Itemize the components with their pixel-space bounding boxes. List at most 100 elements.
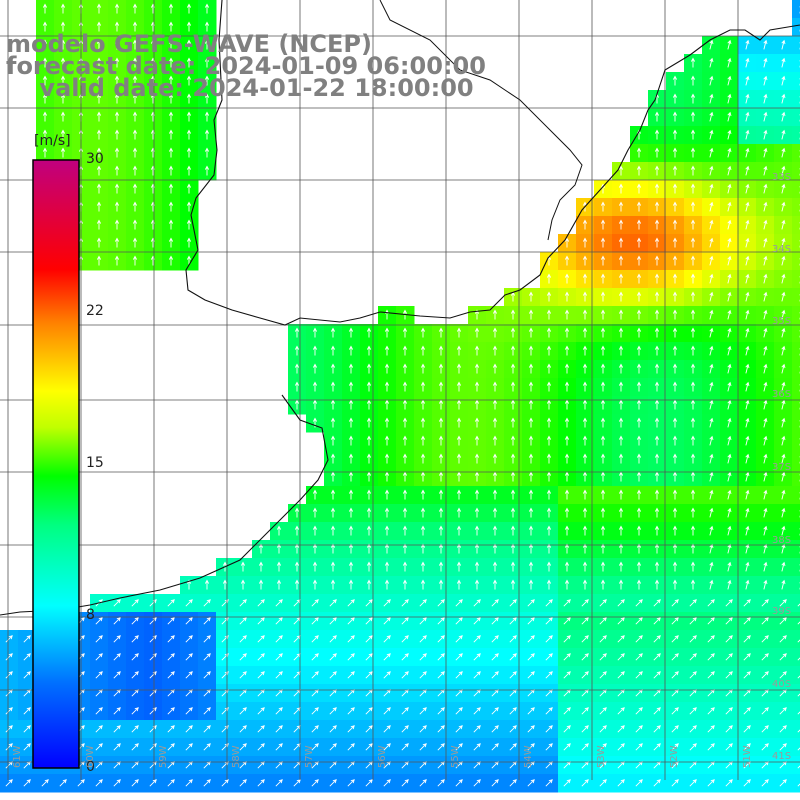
- wind-arrow-head: [420, 327, 426, 332]
- longitude-label: 55W: [450, 745, 461, 768]
- wind-arrow: [239, 599, 247, 607]
- wind-arrow-head: [242, 743, 247, 748]
- wind-arrow-head: [114, 219, 120, 224]
- wind-arrow-head: [566, 707, 571, 712]
- wind-arrow: [725, 671, 733, 679]
- wind-arrow-head: [476, 617, 481, 622]
- wind-arrow-head: [546, 579, 552, 584]
- wind-arrow: [763, 490, 767, 500]
- wind-arrow-head: [584, 671, 589, 676]
- wind-arrow-head: [654, 561, 660, 566]
- wind-arrow: [149, 617, 157, 625]
- wind-arrow-head: [690, 165, 696, 170]
- wind-arrow-head: [690, 129, 696, 134]
- wind-arrow-head: [366, 399, 372, 404]
- wind-arrow-head: [745, 219, 750, 225]
- wind-arrow: [727, 346, 731, 356]
- wind-arrow-head: [692, 743, 697, 748]
- wind-arrow-head: [456, 435, 462, 440]
- wind-arrow: [545, 653, 553, 661]
- wind-arrow: [203, 779, 211, 787]
- wind-arrow-head: [727, 579, 732, 585]
- wind-arrow: [599, 689, 607, 697]
- wind-arrow: [725, 617, 733, 625]
- wind-arrow-head: [134, 599, 139, 604]
- wind-arrow-head: [727, 525, 732, 531]
- wind-arrow-head: [709, 363, 714, 369]
- wind-arrow-head: [656, 779, 661, 784]
- longitude-label: 54W: [523, 745, 534, 768]
- wind-arrow-head: [98, 779, 103, 784]
- wind-arrow: [257, 599, 265, 607]
- wind-arrow: [743, 707, 751, 715]
- wind-arrow-head: [656, 671, 661, 676]
- wind-arrow: [761, 743, 769, 751]
- wind-arrow: [257, 653, 265, 661]
- wind-arrow: [365, 779, 373, 787]
- wind-arrow-head: [654, 219, 660, 224]
- wind-arrow: [781, 202, 785, 212]
- wind-arrow-head: [474, 543, 480, 548]
- wind-arrow-head: [654, 399, 660, 404]
- wind-arrow: [491, 653, 499, 661]
- wind-arrow-head: [26, 725, 31, 730]
- wind-arrow-head: [314, 779, 319, 784]
- wind-arrow-head: [368, 617, 373, 622]
- wind-arrow-head: [672, 147, 678, 152]
- wind-arrow-head: [582, 381, 588, 386]
- wind-arrow-head: [745, 471, 750, 477]
- wind-arrow-head: [564, 237, 570, 242]
- wind-arrow-head: [763, 345, 768, 351]
- wind-arrow-head: [60, 75, 66, 80]
- wind-arrow: [743, 617, 751, 625]
- wind-arrow: [617, 653, 625, 661]
- wind-arrow-head: [96, 21, 102, 26]
- wind-arrow-head: [204, 75, 210, 80]
- wind-arrow-head: [690, 111, 696, 116]
- wind-arrow-head: [510, 363, 516, 368]
- wind-arrow: [709, 94, 713, 104]
- wind-arrow-head: [618, 525, 624, 530]
- wind-arrow-head: [186, 111, 192, 116]
- wind-arrow: [203, 617, 211, 625]
- wind-arrow: [745, 580, 749, 590]
- wind-arrow-head: [98, 653, 103, 658]
- wind-arrow-head: [170, 599, 175, 604]
- wind-arrow: [257, 779, 265, 787]
- wind-arrow: [527, 599, 535, 607]
- wind-arrow: [5, 689, 13, 697]
- wind-arrow: [239, 743, 247, 751]
- wind-arrow: [185, 599, 193, 607]
- wind-arrow: [779, 779, 787, 787]
- wind-arrow: [743, 671, 751, 679]
- wind-arrow: [95, 743, 103, 751]
- wind-arrow-head: [564, 381, 570, 386]
- wind-arrow-head: [510, 507, 516, 512]
- wind-arrow: [347, 707, 355, 715]
- wind-arrow-head: [152, 779, 157, 784]
- wind-arrow-head: [314, 617, 319, 622]
- wind-arrow: [239, 707, 247, 715]
- wind-arrow-head: [80, 725, 85, 730]
- wind-arrow: [689, 671, 697, 679]
- wind-arrow-head: [474, 525, 480, 530]
- wind-arrow-head: [763, 327, 768, 333]
- wind-arrow-head: [528, 291, 534, 296]
- wind-arrow-head: [510, 381, 516, 386]
- wind-arrow-head: [654, 201, 660, 206]
- wind-arrow-head: [438, 417, 444, 422]
- wind-arrow-head: [276, 543, 282, 548]
- wind-arrow-head: [8, 635, 13, 640]
- wind-arrow: [653, 725, 661, 733]
- wind-arrow-head: [654, 453, 660, 458]
- wind-arrow-head: [781, 471, 786, 477]
- wind-arrow-head: [366, 417, 372, 422]
- wind-arrow: [329, 761, 337, 769]
- wind-arrow: [635, 707, 643, 715]
- wind-arrow: [509, 707, 517, 715]
- wind-arrow-head: [636, 381, 642, 386]
- wind-arrow-head: [348, 345, 354, 350]
- wind-arrow-head: [510, 471, 516, 476]
- wind-arrow-head: [384, 327, 390, 332]
- wind-arrow-head: [168, 57, 174, 62]
